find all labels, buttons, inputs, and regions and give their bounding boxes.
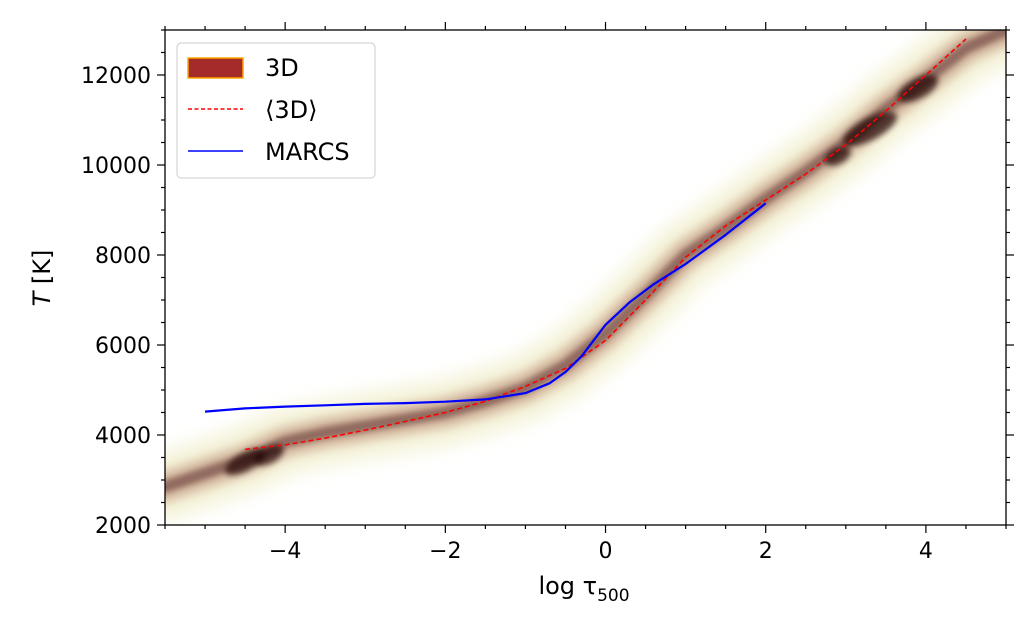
x-tick-label: −2	[429, 539, 461, 564]
y-tick-label: 6000	[95, 334, 151, 359]
legend-swatch-3d	[187, 57, 244, 79]
series-line-mean-3d	[245, 38, 967, 451]
x-axis: −4 −2 0 2 4	[164, 22, 1007, 564]
legend: 3D ⟨3D⟩ MARCS	[176, 42, 376, 179]
x-tick-label: 2	[759, 539, 773, 564]
density-hotspot	[225, 448, 265, 476]
series-lines	[204, 38, 967, 451]
y-axis: 2000 4000 6000 8000 10000 12000	[81, 29, 1014, 539]
y-tick-label: 10000	[81, 154, 151, 179]
density-hotspot	[842, 111, 897, 147]
x-tick-label: 4	[919, 539, 933, 564]
x-tick-label: 0	[599, 539, 613, 564]
legend-label-mean-3d: ⟨3D⟩	[265, 96, 317, 124]
legend-label-marcs: MARCS	[265, 138, 350, 166]
density-hotspot	[897, 74, 938, 103]
y-tick-label: 2000	[95, 514, 151, 539]
series-line-marcs	[204, 202, 767, 413]
x-axis-label: log τ500	[538, 572, 629, 606]
density-hotspot	[824, 146, 851, 166]
legend-label-3d: 3D	[265, 54, 299, 82]
density-hotspot	[254, 444, 284, 466]
y-tick-label: 8000	[95, 244, 151, 269]
y-tick-label: 4000	[95, 424, 151, 449]
x-tick-label: −4	[269, 539, 301, 564]
y-tick-label: 12000	[81, 64, 151, 89]
y-axis-label: T [K]	[28, 250, 56, 307]
